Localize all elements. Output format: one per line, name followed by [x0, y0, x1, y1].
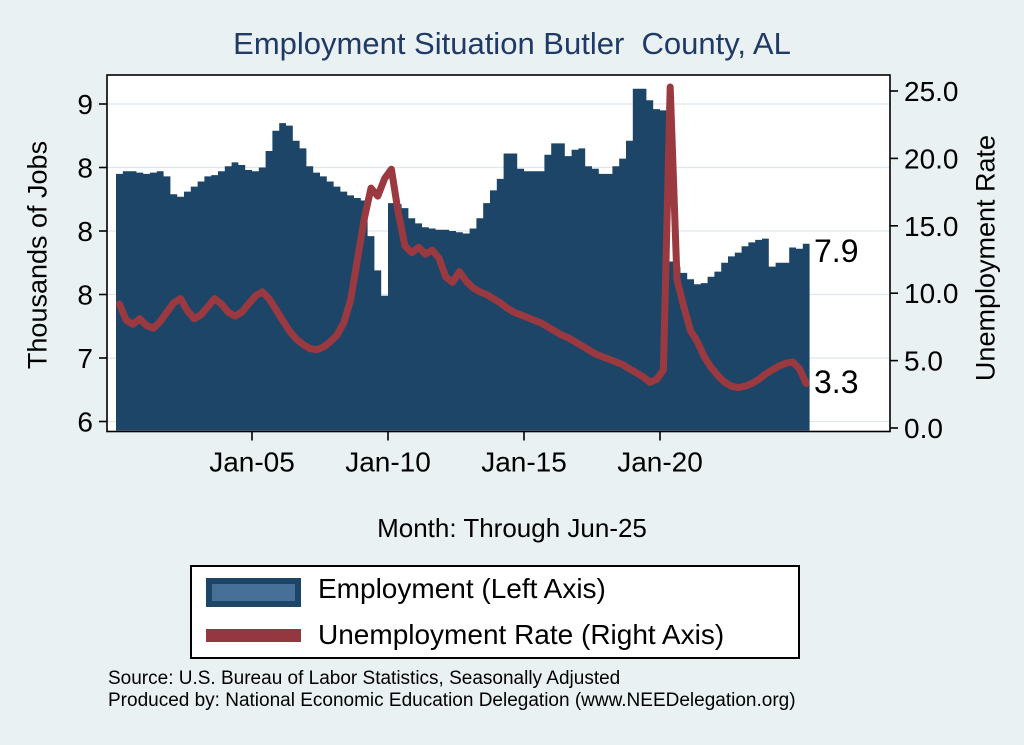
unemployment-line-swatch [206, 629, 301, 642]
legend-label-employment: Employment (Left Axis) [318, 573, 606, 604]
employment-end-value-label: 7.9 [814, 233, 859, 269]
right-axis-tick-label: 10.0 [904, 278, 959, 309]
employment-area [116, 88, 810, 431]
chart-title: Employment Situation Butler County, AL [233, 26, 791, 61]
x-axis-tick-label: Jan-10 [345, 447, 431, 478]
x-axis-tick-label: Jan-05 [209, 447, 295, 478]
left-axis-tick-label: 7 [77, 343, 93, 374]
employment-area-swatch [206, 578, 301, 607]
left-axis-title: Thousands of Jobs [22, 140, 53, 370]
left-axis-tick-label: 9 [77, 89, 93, 120]
footer-credits: Source: U.S. Bureau of Labor Statistics,… [108, 668, 796, 712]
left-axis-tick-label: 6 [77, 407, 93, 438]
right-axis-title: Unemployment Rate [970, 134, 1001, 382]
plot-frame [106, 74, 891, 433]
unemployment-end-value-label: 3.3 [814, 364, 859, 400]
legend-box: Employment (Left Axis) Unemployment Rate… [190, 565, 800, 659]
left-axis-tick-label: 8 [77, 216, 93, 247]
left-axis-tick-label: 8 [77, 153, 93, 184]
x-axis-caption: Month: Through Jun-25 [377, 513, 647, 543]
right-axis-tick-label: 0.0 [904, 413, 943, 444]
right-axis-tick-label: 15.0 [904, 211, 959, 242]
right-axis-tick-label: 20.0 [904, 143, 959, 174]
source-line: Source: U.S. Bureau of Labor Statistics,… [108, 668, 621, 689]
unemployment-line [115, 83, 810, 392]
right-axis-tick-label: 5.0 [904, 346, 943, 377]
right-axis-tick-label: 25.0 [904, 76, 959, 107]
produced-by-line: Produced by: National Economic Education… [108, 690, 796, 711]
left-axis-tick-label: 8 [77, 280, 93, 311]
x-axis-tick-label: Jan-20 [617, 447, 703, 478]
x-axis-tick-label: Jan-15 [481, 447, 567, 478]
legend-label-unemployment: Unemployment Rate (Right Axis) [318, 619, 725, 650]
